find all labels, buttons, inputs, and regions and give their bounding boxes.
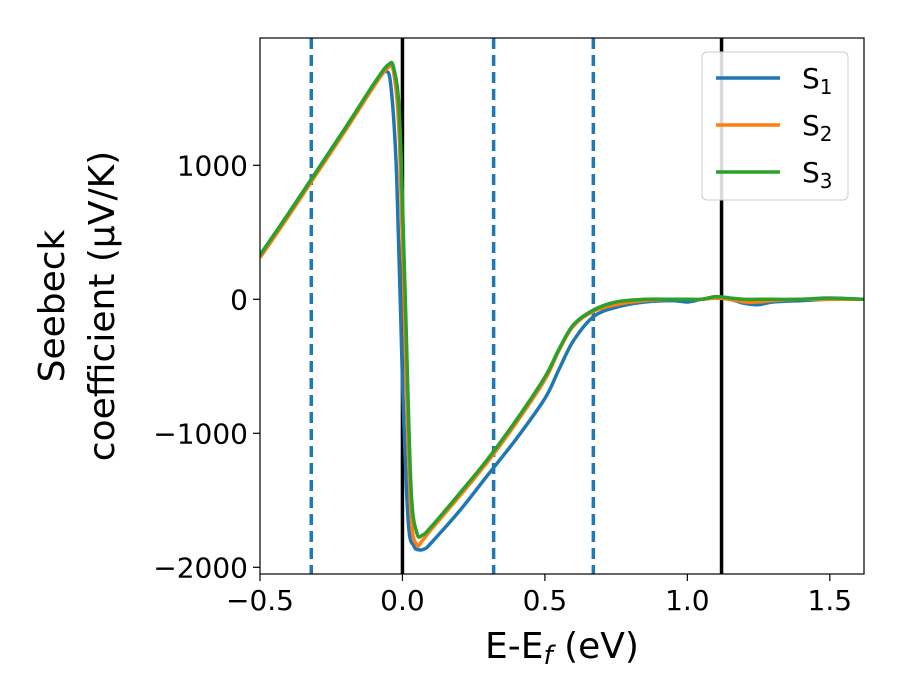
reference-lines — [309, 38, 724, 574]
x-tick-label: 0.0 — [380, 584, 425, 617]
x-axis-label-main: E-E — [485, 626, 543, 667]
y-axis-label-line2: coefficient (μV/K) — [82, 151, 123, 461]
series-line-s3 — [260, 60, 864, 539]
x-tick-label: 1.5 — [808, 584, 853, 617]
x-axis-label: E-Ef (eV) — [485, 626, 639, 671]
series-layer — [260, 60, 864, 552]
y-tick-label: 1000 — [177, 149, 248, 182]
y-tick-label: −2000 — [153, 551, 248, 584]
x-tick-label: 1.0 — [665, 584, 710, 617]
legend-label-s3: S3 — [802, 156, 833, 193]
legend-label-s1: S1 — [802, 62, 833, 99]
legend: S1 S2 S3 — [701, 51, 849, 201]
x-axis-label-unit: (eV) — [553, 626, 639, 667]
y-tick-label: 0 — [230, 283, 248, 316]
y-axis-ticks: −2000 −1000 0 1000 — [153, 149, 260, 584]
x-axis-ticks: −0.5 0.0 0.5 1.0 1.5 — [226, 574, 852, 617]
legend-label-s2: S2 — [802, 109, 833, 146]
x-tick-label: −0.5 — [226, 584, 294, 617]
y-tick-label: −1000 — [153, 417, 248, 450]
y-axis-label-line1: Seebeck — [32, 229, 73, 382]
x-tick-label: 0.5 — [523, 584, 568, 617]
y-axis-label: Seebeck coefficient (μV/K) — [32, 151, 123, 461]
plot-frame — [259, 37, 865, 575]
